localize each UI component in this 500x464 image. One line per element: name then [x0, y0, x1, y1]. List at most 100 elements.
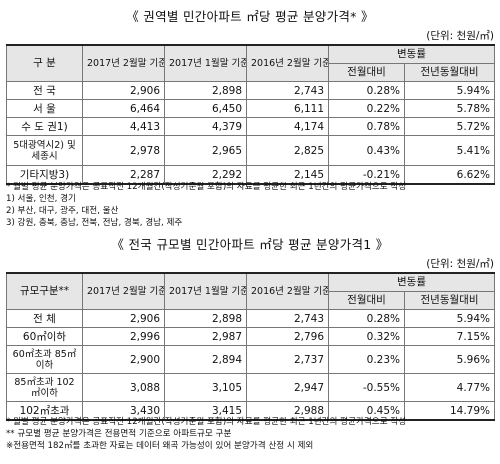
table-row: 60㎡이하 2,996 2,987 2,796 0.32% 7.15%	[6, 327, 496, 346]
table-row: 85㎡초과 102㎡이하 3,088 3,105 2,947 -0.55% 4.…	[6, 373, 496, 402]
cell-value: 2,978	[82, 135, 165, 166]
cell-value: 2,906	[82, 309, 165, 328]
note-line: ** 규모별 평균 분양가격은 전용면적 기준으로 아파트규모 구분	[6, 429, 232, 439]
table2-notes: * 월별 평균 분양가격은 공표직전 12개월간(작성기준월 포함)의 자료를 …	[6, 416, 494, 452]
cell-mom: 0.22%	[328, 99, 405, 118]
cell-value: 2,996	[82, 327, 165, 346]
table1-notes: * 월별 평균 분양가격은 공표직전 12개월간(작성기준월 포함)의 자료를 …	[6, 181, 494, 229]
cell-value: 2,287	[82, 165, 165, 185]
table1-title: 《 권역별 민간아파트 ㎡당 평균 분양가격* 》	[126, 9, 374, 24]
row-label: 60㎡이하	[6, 327, 83, 346]
cell-value: 3,088	[82, 373, 165, 402]
cell-value: 6,111	[246, 99, 329, 118]
cell-value: 2,900	[82, 345, 165, 374]
cell-value: 6,464	[82, 99, 165, 118]
row-label: 전 체	[6, 309, 83, 328]
cell-mom: 0.45%	[328, 401, 405, 421]
cell-mom: 0.78%	[328, 117, 405, 136]
cell-yoy: 5.41%	[403, 135, 496, 166]
cell-mom: -0.55%	[328, 373, 405, 402]
note-line: 1) 서울, 인천, 경기	[6, 194, 76, 204]
row-label: 서 울	[6, 99, 83, 118]
cell-value: 2,894	[164, 345, 247, 374]
cell-value: 3,415	[164, 401, 247, 421]
cell-yoy: 6.62%	[403, 165, 496, 185]
table2-header-yoy: 전년동월대비	[403, 291, 496, 310]
cell-value: 2,987	[164, 327, 247, 346]
row-label: 102㎡초과	[6, 401, 83, 421]
table2-header-row: 규모구분** 2017년 2월말 기준 2017년 1월말 기준 2016년 2…	[6, 272, 496, 310]
cell-yoy: 5.72%	[403, 117, 496, 136]
cell-yoy: 5.94%	[403, 309, 496, 328]
table2-header-col3: 2016년 2월말 기준	[246, 272, 329, 310]
cell-value: 2,743	[246, 81, 329, 100]
row-label: 기타지방3)	[6, 165, 83, 185]
table-row: 전 체 2,906 2,898 2,743 0.28% 5.94%	[6, 309, 496, 328]
cell-yoy: 5.94%	[403, 81, 496, 100]
cell-value: 2,906	[82, 81, 165, 100]
cell-yoy: 5.96%	[403, 345, 496, 374]
table1-header-category: 구 분	[6, 44, 83, 82]
cell-yoy: 14.79%	[403, 401, 496, 421]
cell-mom: 0.43%	[328, 135, 405, 166]
table2-header-col2: 2017년 1월말 기준	[164, 272, 247, 310]
row-label: 60㎡초과 85㎡이하	[6, 345, 83, 374]
cell-value: 2,988	[246, 401, 329, 421]
table2-header-col1: 2017년 2월말 기준	[82, 272, 165, 310]
table2-header-mom: 전월대비	[328, 291, 405, 310]
table2-title: 《 전국 규모별 민간아파트 ㎡당 평균 분양가격1 》	[111, 237, 389, 252]
table-row: 60㎡초과 85㎡이하 2,900 2,894 2,737 0.23% 5.96…	[6, 345, 496, 374]
note-line: ※전용면적 182㎡를 초과한 자료는 데이터 왜곡 가능성이 있어 분양가격 …	[6, 441, 314, 451]
table-row: 수 도 권1) 4,413 4,379 4,174 0.78% 5.72%	[6, 117, 496, 136]
table1-unit: (단위: 천원/㎡)	[426, 30, 494, 42]
table2-header-category: 규모구분**	[6, 272, 83, 310]
cell-value: 2,898	[164, 309, 247, 328]
cell-value: 2,796	[246, 327, 329, 346]
cell-yoy: 7.15%	[403, 327, 496, 346]
cell-mom: 0.23%	[328, 345, 405, 374]
cell-value: 2,965	[164, 135, 247, 166]
table1-header-col3: 2016년 2월말 기준	[246, 44, 329, 82]
regional-price-table: 구 분 2017년 2월말 기준 2017년 1월말 기준 2016년 2월말 …	[6, 44, 496, 185]
cell-mom: 0.32%	[328, 327, 405, 346]
table2-unit: (단위: 천원/㎡)	[426, 258, 494, 270]
cell-value: 6,450	[164, 99, 247, 118]
table-row: 기타지방3) 2,287 2,292 2,145 -0.21% 6.62%	[6, 165, 496, 185]
cell-value: 2,898	[164, 81, 247, 100]
note-line: 2) 부산, 대구, 광주, 대전, 울산	[6, 206, 119, 216]
note-line: * 월별 평균 분양가격은 공표직전 12개월간(작성기준월 포함)의 자료를 …	[6, 417, 407, 427]
note-line: * 월별 평균 분양가격은 공표직전 12개월간(작성기준월 포함)의 자료를 …	[6, 182, 407, 192]
cell-value: 2,145	[246, 165, 329, 185]
cell-value: 4,379	[164, 117, 247, 136]
cell-value: 2,825	[246, 135, 329, 166]
cell-yoy: 5.78%	[403, 99, 496, 118]
row-label: 85㎡초과 102㎡이하	[6, 373, 83, 402]
row-label: 수 도 권1)	[6, 117, 83, 136]
cell-mom: -0.21%	[328, 165, 405, 185]
table1-header-mom: 전월대비	[328, 63, 405, 82]
table1-subheader-row: 전월대비 전년동월대비	[7, 63, 496, 82]
cell-mom: 0.28%	[328, 81, 405, 100]
table1-header-col2: 2017년 1월말 기준	[164, 44, 247, 82]
cell-value: 2,743	[246, 309, 329, 328]
cell-yoy: 4.77%	[403, 373, 496, 402]
table-row: 전 국 2,906 2,898 2,743 0.28% 5.94%	[6, 81, 496, 100]
size-price-table: 규모구분** 2017년 2월말 기준 2017년 1월말 기준 2016년 2…	[6, 272, 496, 421]
cell-value: 2,737	[246, 345, 329, 374]
table-row: 102㎡초과 3,430 3,415 2,988 0.45% 14.79%	[6, 401, 496, 421]
table1-header-col1: 2017년 2월말 기준	[82, 44, 165, 82]
table2-header-change: 변동률	[327, 272, 496, 292]
table1-header-change: 변동률	[327, 44, 496, 64]
cell-mom: 0.28%	[328, 309, 405, 328]
table-row: 서 울 6,464 6,450 6,111 0.22% 5.78%	[6, 99, 496, 118]
row-label: 전 국	[6, 81, 83, 100]
cell-value: 3,105	[164, 373, 247, 402]
note-line: 3) 강원, 충북, 충남, 전북, 전남, 경북, 경남, 제주	[6, 218, 183, 228]
cell-value: 3,430	[82, 401, 165, 421]
row-label: 5대광역시2) 및 세종시	[6, 135, 83, 166]
table2-subheader-row: 전월대비 전년동월대비	[7, 291, 496, 310]
cell-value: 2,947	[246, 373, 329, 402]
table1-header-row: 구 분 2017년 2월말 기준 2017년 1월말 기준 2016년 2월말 …	[6, 44, 496, 82]
cell-value: 4,174	[246, 117, 329, 136]
table-row: 5대광역시2) 및 세종시 2,978 2,965 2,825 0.43% 5.…	[6, 135, 496, 166]
